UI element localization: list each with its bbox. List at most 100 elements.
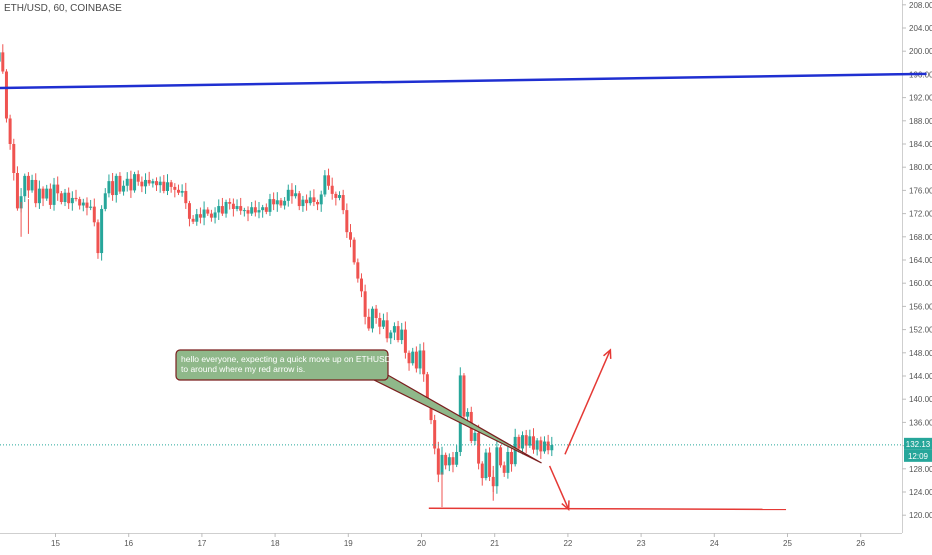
x-tick: 15 — [51, 533, 60, 548]
candle — [111, 173, 115, 201]
y-tick-label: 148.00 — [909, 349, 932, 358]
x-tick-label: 25 — [783, 539, 792, 548]
candle-body — [414, 351, 418, 369]
candle-body — [436, 448, 440, 475]
x-tick: 16 — [124, 533, 134, 548]
candle-body — [180, 190, 184, 193]
y-tick: 144.00 — [902, 372, 932, 381]
candle-body — [499, 447, 503, 466]
candle — [30, 174, 34, 193]
candle-body — [546, 441, 550, 451]
candle-body — [184, 190, 188, 204]
y-tick: 188.00 — [902, 117, 932, 126]
candle — [235, 199, 239, 212]
candle-body — [272, 199, 276, 205]
x-tick: 22 — [563, 533, 573, 548]
candle — [422, 342, 426, 382]
candle-body — [488, 452, 492, 477]
x-tick-label: 22 — [563, 539, 572, 548]
candle-body — [37, 188, 41, 204]
candle — [37, 180, 41, 209]
candle-body — [305, 199, 309, 204]
candle — [125, 172, 129, 192]
y-tick: 176.00 — [902, 186, 932, 195]
candle-body — [352, 239, 356, 263]
candle — [264, 203, 268, 215]
candle-body — [374, 308, 378, 318]
candle — [231, 198, 235, 217]
candle — [444, 452, 448, 470]
candle-body — [264, 207, 268, 212]
callout-text[interactable]: hello everyone, expecting a quick move u… — [181, 354, 391, 374]
x-tick: 23 — [637, 533, 646, 548]
candle — [447, 453, 451, 472]
y-tick: 128.00 — [902, 465, 932, 474]
candle-body — [400, 329, 404, 341]
candle-body — [209, 213, 213, 218]
candle — [103, 188, 107, 212]
candle — [176, 184, 180, 196]
candle-body — [370, 308, 374, 329]
candle — [359, 273, 363, 298]
candle-body — [191, 218, 195, 222]
y-tick: 200.00 — [902, 47, 932, 56]
candle-body — [327, 175, 331, 186]
candle — [524, 429, 528, 454]
x-tick: 25 — [783, 533, 792, 548]
candle-body — [30, 179, 34, 191]
candle-body — [330, 185, 334, 194]
candle-body — [213, 212, 217, 218]
callout-line-1: hello everyone, expecting a quick move u… — [181, 354, 391, 364]
candle-body — [12, 144, 16, 173]
x-tick: 21 — [490, 533, 500, 548]
candle-body — [268, 199, 272, 212]
up-arrow-icon-shaft — [564, 349, 612, 455]
candle — [78, 196, 82, 210]
candle-body — [392, 326, 396, 333]
countdown-badge-bg — [904, 449, 932, 462]
candle — [217, 199, 221, 220]
candle-body — [484, 452, 488, 479]
candle — [499, 445, 503, 468]
candle — [52, 177, 56, 211]
x-tick: 26 — [856, 533, 866, 548]
candle-body — [48, 188, 52, 205]
up-arrow-icon — [564, 348, 612, 455]
y-tick-label: 172.00 — [909, 210, 932, 219]
candle — [363, 284, 367, 325]
candle — [510, 445, 514, 472]
candle — [458, 367, 462, 457]
candle-body — [217, 206, 221, 213]
y-tick: 124.00 — [902, 488, 932, 497]
candle — [92, 198, 96, 227]
candle-body — [542, 441, 546, 452]
candle — [495, 439, 499, 494]
candle-body — [477, 432, 481, 464]
y-tick: 168.00 — [902, 233, 932, 242]
candle-body — [111, 181, 115, 196]
candle-body — [473, 432, 477, 441]
candle-body — [418, 350, 422, 369]
candle — [301, 195, 305, 212]
candle-body — [67, 192, 71, 204]
candle-body — [173, 186, 177, 190]
candle — [374, 304, 378, 324]
x-tick: 24 — [710, 533, 719, 548]
candle — [334, 191, 338, 206]
x-tick: 17 — [197, 533, 207, 548]
y-tick: 192.00 — [902, 94, 932, 103]
candle-body — [56, 184, 60, 194]
y-tick: 136.00 — [902, 418, 932, 427]
candle-body — [521, 435, 525, 449]
candle-body — [308, 197, 312, 204]
candle-body — [517, 436, 521, 449]
candle — [23, 173, 27, 202]
candle-body — [381, 320, 385, 327]
candle — [8, 114, 12, 150]
candle — [348, 224, 352, 248]
support-line — [428, 507, 787, 511]
y-tick-label: 120.00 — [909, 511, 932, 520]
candle — [356, 258, 360, 283]
